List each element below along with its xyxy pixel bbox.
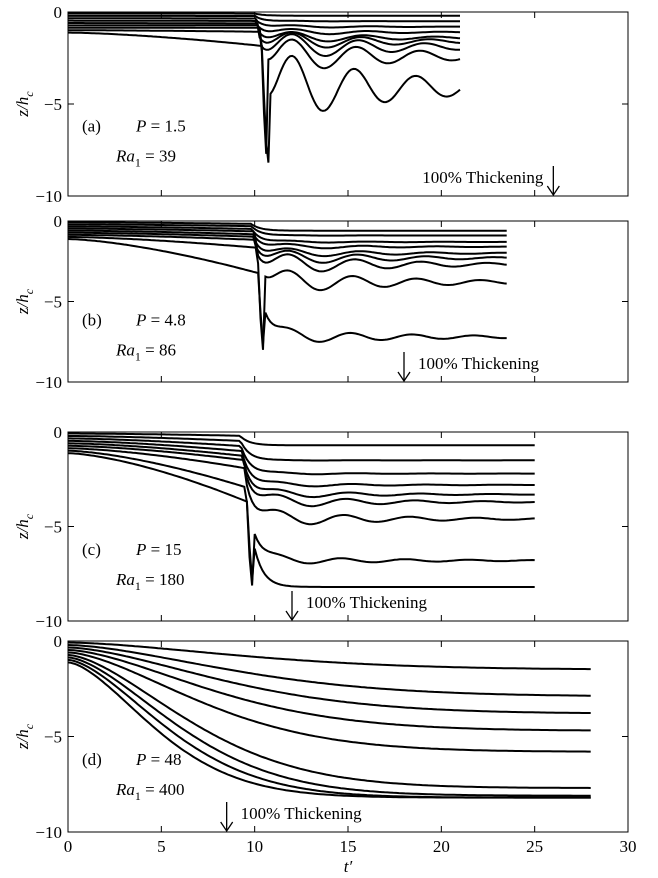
series-line-5 [68, 651, 591, 753]
param-ra: Ra1 = 39 [115, 147, 176, 170]
panel-label: (a) [82, 117, 101, 136]
series-line-2 [68, 14, 460, 23]
y-axis-label: z/hc [13, 723, 36, 750]
series-line-6 [68, 231, 507, 264]
series-line-5 [68, 22, 461, 43]
param-p: P = 4.8 [135, 311, 186, 330]
series-line-1 [68, 641, 591, 671]
panel-d: −10 −5 0 0 5 10 15 20 25 30 t′ z/hc (d) P = 48 Ra1 = 4… [13, 632, 637, 876]
series-line-4 [68, 649, 591, 732]
thickening-label: 100% Thickening [241, 804, 363, 823]
series-line-6 [68, 653, 591, 789]
y-tick-label: −5 [44, 518, 62, 537]
param-p: P = 15 [135, 540, 181, 559]
x-tick-label: 0 [64, 837, 73, 856]
param-p: P = 1.5 [135, 117, 186, 136]
series-line-7 [68, 233, 507, 273]
x-tick-label: 25 [526, 837, 543, 856]
series-line-4 [68, 227, 507, 250]
series-line-2 [68, 223, 507, 237]
x-tick-label: 5 [157, 837, 166, 856]
y-tick-label: −5 [44, 728, 62, 747]
panel-b: −10 −5 0 z/hc (b) P = 4.8 Ra1 = 86 100% Thicken… [13, 212, 629, 392]
panel-label: (b) [82, 311, 102, 330]
y-axis-label: z/hc [13, 288, 36, 315]
series-line-6 [68, 444, 535, 508]
panel-c: −10 −5 0 z/hc (c) P = 15 Ra1 = 180 100% Thicken… [13, 423, 629, 631]
thickening-label: 100% Thickening [422, 168, 544, 187]
series-line-3 [68, 225, 507, 244]
panel-label: (d) [82, 750, 102, 769]
thickening-label: 100% Thickening [418, 354, 540, 373]
y-tick-label: −10 [35, 823, 62, 842]
param-ra: Ra1 = 86 [115, 341, 176, 364]
series-line-9 [68, 31, 461, 163]
y-axis-label: z/hc [13, 513, 36, 540]
y-tick-label: 0 [54, 423, 63, 442]
series-line-7 [68, 447, 535, 526]
series-line-8 [68, 235, 507, 350]
series-line-9 [68, 661, 591, 799]
y-tick-label: −10 [35, 373, 62, 392]
y-tick-label: 0 [54, 212, 63, 231]
y-tick-label: −10 [35, 612, 62, 631]
series-line-4 [68, 439, 535, 488]
param-p: P = 48 [135, 750, 181, 769]
thickening-arrowhead [220, 821, 234, 833]
series-line-3 [68, 437, 535, 476]
series-line-5 [68, 442, 535, 499]
series-line-8 [68, 449, 535, 586]
series-line-4 [68, 19, 461, 36]
panel-a: −10 −5 0 z/hc (a) P = 1.5 Ra1 = 39 100% Thicken… [13, 3, 629, 206]
series-line-3 [68, 17, 460, 29]
panel-label: (c) [82, 540, 101, 559]
x-tick-label: 10 [246, 837, 263, 856]
series-line-1 [68, 221, 507, 232]
thickening-arrowhead [546, 185, 560, 197]
series-line-7 [68, 26, 460, 58]
y-tick-label: 0 [54, 632, 63, 651]
series-line-9 [68, 238, 507, 345]
series-line-9 [68, 452, 535, 588]
y-axis-label: z/hc [13, 91, 36, 118]
series-line-3 [68, 646, 591, 714]
series-line-1 [68, 432, 535, 447]
series-line-5 [68, 229, 507, 258]
y-tick-label: −5 [44, 95, 62, 114]
series-line-7 [68, 656, 591, 797]
param-ra: Ra1 = 400 [115, 780, 184, 803]
param-ra: Ra1 = 180 [115, 570, 184, 593]
x-tick-label: 15 [340, 837, 357, 856]
series-line-2 [68, 435, 535, 462]
x-tick-label: 20 [433, 837, 450, 856]
y-tick-label: −10 [35, 187, 62, 206]
series-line-1 [68, 12, 460, 17]
thickening-arrowhead [285, 610, 299, 622]
series-line-2 [68, 644, 591, 697]
x-axis-label: t′ [344, 857, 353, 876]
series-line-6 [68, 24, 461, 49]
y-tick-label: 0 [54, 3, 63, 22]
y-tick-label: −5 [44, 293, 62, 312]
thickening-label: 100% Thickening [306, 593, 428, 612]
thickening-arrowhead [397, 371, 411, 383]
x-tick-label: 30 [620, 837, 637, 856]
